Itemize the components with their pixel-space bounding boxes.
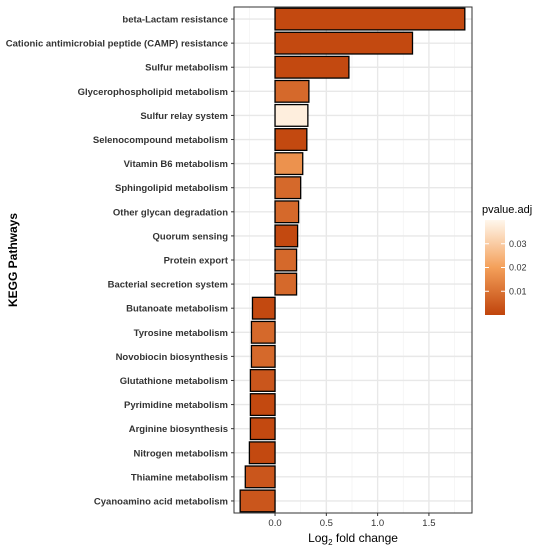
bar [249,393,276,417]
bar [244,465,276,489]
x-tick-label: 1.0 [371,518,384,529]
bar [251,296,276,320]
bar [249,368,276,392]
bar [274,7,466,31]
bar [249,417,276,441]
bar [274,224,299,248]
bar [250,320,276,344]
category-label: Novobiocin biosynthesis [116,352,228,363]
category-label: Quorum sensing [153,231,229,242]
legend: pvalue.adj 0.03 0.02 0.01 [482,204,532,315]
category-label: Sulfur metabolism [145,63,228,74]
bar [248,441,276,465]
y-axis: beta-Lactam resistance Cationic antimicro… [6,15,234,507]
x-axis-title-subscript: 2 [328,538,333,547]
y-axis-title: KEGG Pathways [6,213,20,307]
bar [274,31,414,55]
category-label: Arginine biosynthesis [129,424,228,435]
bar [250,344,276,368]
legend-ticks: 0.03 0.02 0.01 [485,239,527,296]
category-label: Butanoate metabolism [126,304,228,315]
bar [274,200,300,224]
bar [274,176,302,200]
category-label: Sphingolipid metabolism [115,183,228,194]
category-label: Thiamine metabolism [131,472,228,483]
category-label: Sulfur relay system [140,111,228,122]
category-label: Protein export [164,256,229,267]
category-label: Vitamin B6 metabolism [124,159,228,170]
x-axis-title: Log2 fold change [308,531,398,547]
legend-tick-label: 0.02 [509,263,527,273]
x-tick-label: 0.0 [268,518,281,529]
category-label: Pyrimidine metabolism [124,400,228,411]
category-label: Tyrosine metabolism [134,328,228,339]
bar [274,55,350,79]
bar [274,103,309,127]
bar [274,128,308,152]
legend-title: pvalue.adj [482,204,532,216]
category-label: beta-Lactam resistance [122,15,228,26]
category-label: Glutathione metabolism [120,376,228,387]
legend-tick-label: 0.03 [509,239,527,249]
bar [274,248,298,272]
legend-colorbar [485,220,505,315]
bar [239,489,276,513]
category-label: Glycerophospholipid metabolism [78,87,228,98]
category-label: Cationic antimicrobial peptide (CAMP) re… [6,39,228,50]
category-label: Selenocompound metabolism [93,135,228,146]
x-tick-label: 0.5 [320,518,333,529]
bar [274,272,298,296]
category-label: Cyanoamino acid metabolism [94,496,228,507]
bar [274,79,310,103]
x-axis-title-prefix: Log [308,531,328,545]
x-tick-label: 1.5 [422,518,435,529]
bars [239,7,466,513]
bar [274,152,304,176]
legend-tick-label: 0.01 [509,286,527,296]
category-label: Nitrogen metabolism [134,448,229,459]
category-label: Other glycan degradation [113,207,228,218]
category-label: Bacterial secretion system [108,280,228,291]
x-axis: 0.0 0.5 1.0 1.5 [268,513,436,529]
x-axis-title-suffix: fold change [333,531,399,545]
